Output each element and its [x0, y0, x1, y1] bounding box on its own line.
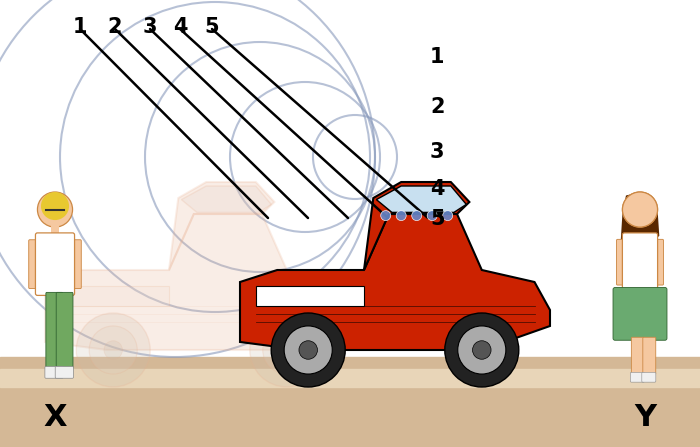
Text: 3: 3	[430, 142, 444, 162]
Text: 5: 5	[430, 209, 444, 229]
Text: 5: 5	[204, 17, 219, 37]
FancyBboxPatch shape	[56, 292, 73, 368]
Bar	[50, 224, 60, 235]
FancyBboxPatch shape	[617, 239, 625, 285]
FancyBboxPatch shape	[36, 233, 75, 295]
FancyBboxPatch shape	[613, 287, 667, 340]
FancyBboxPatch shape	[29, 240, 38, 289]
Text: X: X	[43, 403, 66, 432]
FancyBboxPatch shape	[654, 239, 664, 285]
Polygon shape	[256, 286, 364, 306]
Text: 2: 2	[108, 17, 122, 37]
Text: Y: Y	[634, 403, 656, 432]
Circle shape	[381, 211, 391, 221]
FancyBboxPatch shape	[71, 240, 81, 289]
Circle shape	[262, 326, 311, 374]
Circle shape	[622, 192, 657, 227]
Text: 1: 1	[430, 47, 444, 67]
Circle shape	[38, 192, 73, 227]
FancyBboxPatch shape	[45, 367, 63, 378]
Bar	[0, 369, 700, 387]
Circle shape	[41, 192, 69, 220]
Polygon shape	[377, 186, 466, 212]
Circle shape	[427, 211, 438, 221]
Polygon shape	[240, 214, 550, 350]
Circle shape	[442, 211, 453, 221]
FancyBboxPatch shape	[622, 233, 657, 291]
Text: 3: 3	[143, 17, 158, 37]
FancyBboxPatch shape	[631, 337, 644, 374]
Circle shape	[396, 211, 406, 221]
Circle shape	[250, 313, 324, 387]
Circle shape	[622, 192, 657, 227]
Circle shape	[412, 211, 421, 221]
Circle shape	[299, 341, 317, 359]
Circle shape	[444, 313, 519, 387]
Circle shape	[89, 326, 137, 374]
Bar	[0, 357, 700, 447]
FancyBboxPatch shape	[55, 367, 74, 378]
Circle shape	[277, 341, 296, 359]
Circle shape	[458, 326, 506, 374]
Text: 2: 2	[430, 97, 444, 117]
Polygon shape	[169, 182, 274, 270]
Polygon shape	[181, 186, 272, 212]
FancyBboxPatch shape	[642, 372, 656, 382]
Circle shape	[284, 326, 332, 374]
Circle shape	[104, 341, 122, 359]
FancyBboxPatch shape	[643, 337, 656, 374]
Text: 1: 1	[73, 17, 88, 37]
Circle shape	[473, 341, 491, 359]
FancyBboxPatch shape	[46, 292, 62, 368]
Text: 4: 4	[173, 17, 188, 37]
Polygon shape	[364, 182, 470, 270]
FancyBboxPatch shape	[631, 372, 645, 382]
Circle shape	[76, 313, 150, 387]
Circle shape	[271, 313, 345, 387]
Polygon shape	[621, 192, 659, 248]
Polygon shape	[60, 286, 169, 306]
Polygon shape	[45, 214, 355, 350]
Text: 4: 4	[430, 179, 444, 199]
